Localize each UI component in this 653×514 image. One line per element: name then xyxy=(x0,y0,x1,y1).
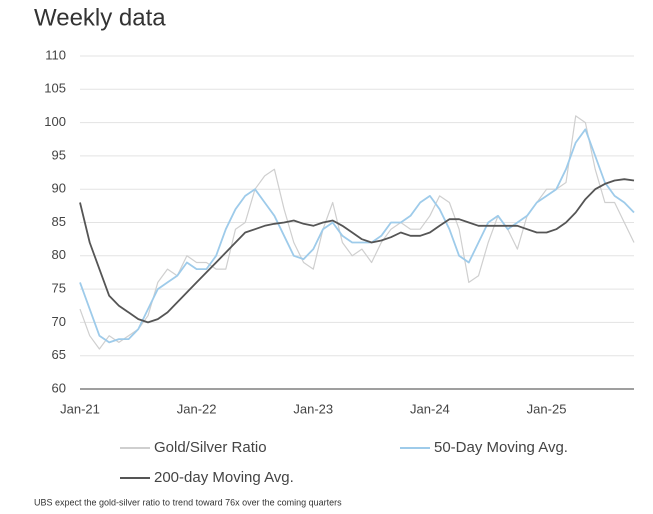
y-tick-label: 105 xyxy=(44,81,66,96)
chart-title: Weekly data xyxy=(34,4,166,31)
y-tick-label: 100 xyxy=(44,114,66,129)
y-tick-label: 90 xyxy=(52,181,66,196)
y-tick-label: 80 xyxy=(52,247,66,262)
x-tick-label: Jan-21 xyxy=(60,401,100,416)
x-tick-label: Jan-22 xyxy=(177,401,217,416)
y-tick-label: 70 xyxy=(52,314,66,329)
legend-label: Gold/Silver Ratio xyxy=(154,439,267,456)
x-tick-label: Jan-24 xyxy=(410,401,450,416)
x-tick-label: Jan-23 xyxy=(293,401,333,416)
legend-label: 200-day Moving Avg. xyxy=(154,469,294,486)
y-tick-label: 95 xyxy=(52,147,66,162)
x-tick-label: Jan-25 xyxy=(527,401,567,416)
y-tick-label: 110 xyxy=(45,47,66,62)
y-tick-label: 60 xyxy=(52,380,66,395)
series-line xyxy=(79,178,635,324)
caption: UBS expect the gold-silver ratio to tren… xyxy=(34,497,342,507)
y-tick-label: 85 xyxy=(52,214,66,229)
legend-label: 50-Day Moving Avg. xyxy=(434,439,568,456)
y-tick-label: 75 xyxy=(52,281,66,296)
series-line xyxy=(79,115,635,350)
y-tick-label: 65 xyxy=(52,347,66,362)
series-line xyxy=(79,128,635,344)
